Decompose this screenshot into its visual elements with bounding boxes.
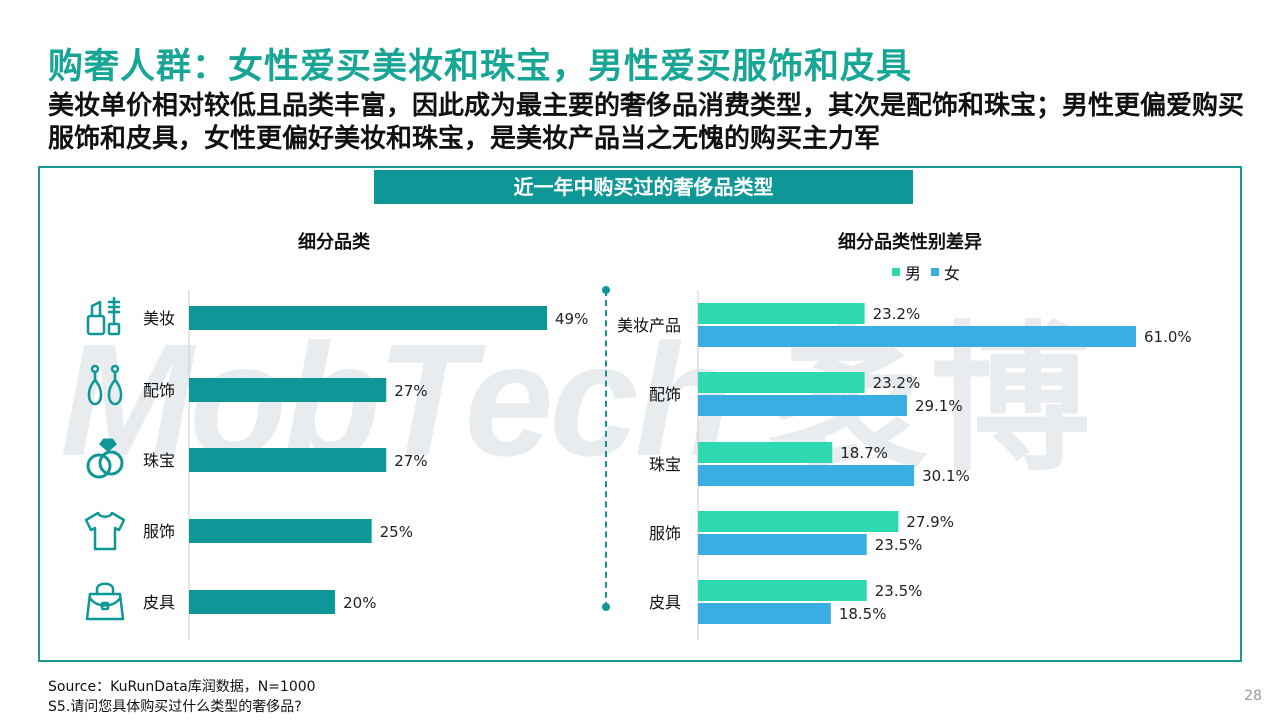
section-banner: 近一年中购买过的奢侈品类型: [374, 170, 913, 204]
data-label: 30.1%: [922, 467, 970, 485]
legend-item-male: 男: [892, 260, 921, 284]
bar-male: [698, 442, 833, 463]
handbag-icon: [85, 582, 125, 621]
category-label: 皮具: [143, 593, 175, 612]
data-label: 61.0%: [1144, 328, 1192, 346]
category-label: 服饰: [143, 522, 175, 541]
data-label: 49%: [555, 310, 588, 328]
data-label: 27.9%: [906, 513, 954, 531]
category-label: 美妆产品: [617, 316, 681, 335]
bar: [189, 590, 336, 614]
question-note: S5.请问您具体购买过什么类型的奢侈品?: [48, 699, 302, 715]
bar-male: [698, 580, 867, 601]
bar: [189, 306, 547, 330]
category-label: 珠宝: [649, 455, 681, 474]
panel-divider: [605, 290, 607, 608]
category-label: 珠宝: [143, 451, 175, 470]
data-label: 23.2%: [873, 305, 921, 323]
data-label: 27%: [394, 452, 427, 470]
earring-icon: [87, 364, 123, 406]
ring-icon: [86, 438, 124, 479]
bar-female: [698, 326, 1136, 347]
data-label: 18.5%: [839, 605, 887, 623]
data-label: 25%: [380, 523, 413, 541]
bar-female: [698, 465, 915, 486]
bar-male: [698, 372, 865, 393]
data-label: 23.5%: [875, 582, 923, 600]
source-note: Source：KuRunData库润数据，N=1000: [48, 679, 316, 695]
category-label: 皮具: [649, 593, 681, 612]
data-label: 29.1%: [915, 397, 963, 415]
divider-dot-bottom: [602, 603, 610, 611]
data-label: 18.7%: [840, 444, 888, 462]
left-panel-title: 细分品类: [298, 232, 370, 253]
bar: [189, 448, 387, 472]
category-label: 配饰: [143, 381, 175, 400]
divider-dot-top: [602, 286, 610, 294]
shirt-icon: [84, 511, 126, 551]
data-label: 27%: [394, 382, 427, 400]
category-label: 配饰: [649, 385, 681, 404]
bar: [189, 378, 387, 402]
bar-female: [698, 534, 867, 555]
legend-item-female: 女: [931, 260, 960, 284]
bar-male: [698, 303, 865, 324]
category-label: 服饰: [649, 524, 681, 543]
category-label: 美妆: [143, 309, 175, 328]
right-panel-title: 细分品类性别差异: [838, 232, 982, 253]
page-number: 28: [1244, 688, 1262, 704]
bar-female: [698, 603, 831, 624]
chart-frame: [38, 166, 1242, 662]
lipstick-icon: [86, 296, 121, 336]
bar: [189, 519, 372, 543]
chart-legend: 男 女: [892, 260, 960, 284]
page-title: 购奢人群：女性爱买美妆和珠宝，男性爱买服饰和皮具: [48, 47, 913, 87]
bar-male: [698, 511, 899, 532]
data-label: 23.2%: [873, 374, 921, 392]
data-label: 23.5%: [875, 536, 923, 554]
data-label: 20%: [343, 594, 376, 612]
bar-female: [698, 395, 907, 416]
page-subtitle: 美妆单价相对较低且品类丰富，因此成为最主要的奢侈品消费类型，其次是配饰和珠宝；男…: [48, 91, 1245, 154]
